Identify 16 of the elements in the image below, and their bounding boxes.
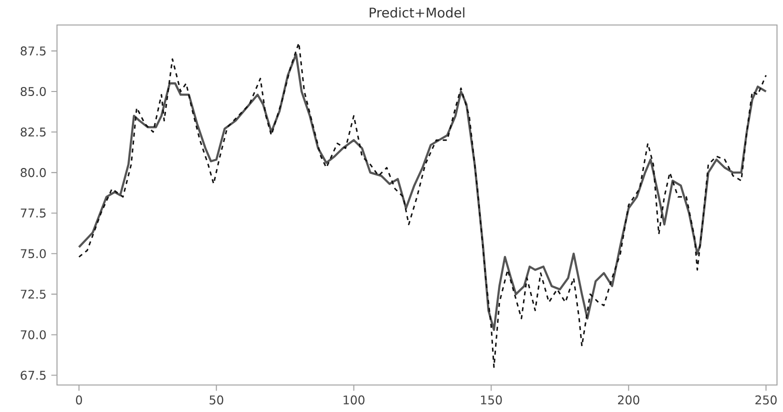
y-tick-label: 75.0 <box>20 249 46 258</box>
y-tick-label: 85.0 <box>20 86 46 96</box>
x-tick-label: 0 <box>76 395 82 404</box>
y-tick-label: 82.5 <box>20 127 46 137</box>
y-tick-label: 67.5 <box>20 370 46 380</box>
x-tick-label: 100 <box>344 395 364 404</box>
y-tick-label: 70.0 <box>20 330 46 340</box>
x-tick-label: 200 <box>618 395 640 404</box>
x-tick-label: 50 <box>210 395 224 404</box>
y-tick-label: 87.5 <box>20 46 46 56</box>
y-tick-label: 77.5 <box>20 208 46 218</box>
x-tick-label: 250 <box>755 395 777 404</box>
y-tick-label: 72.5 <box>20 290 46 299</box>
y-tick-label: 80.0 <box>20 168 46 178</box>
chart-title: Predict+Model <box>370 7 464 18</box>
x-tick-label: 150 <box>481 395 502 404</box>
